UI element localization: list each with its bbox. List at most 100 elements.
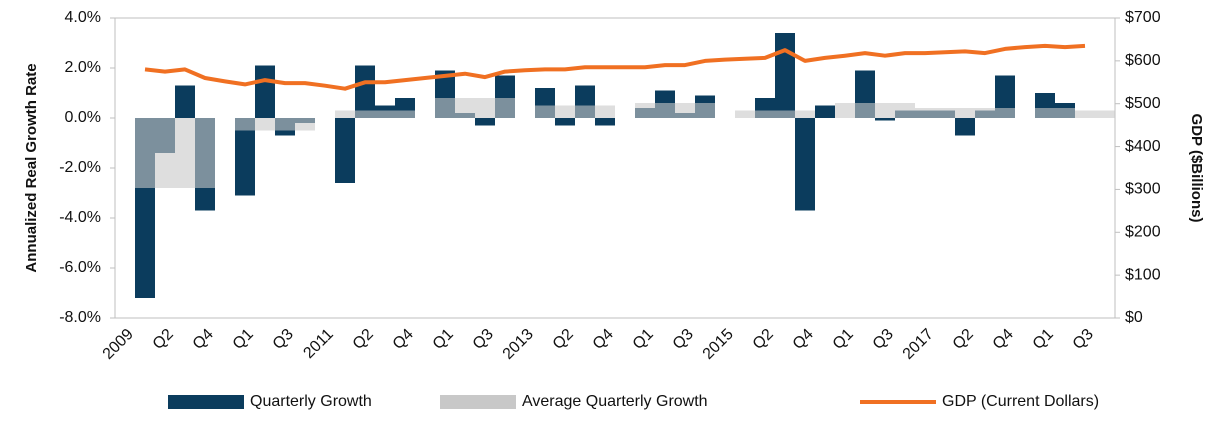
bar xyxy=(555,105,575,118)
bar xyxy=(1055,108,1075,118)
bar xyxy=(535,105,555,118)
bar xyxy=(175,118,195,188)
x-tick-label: Q1 xyxy=(430,326,457,353)
bar xyxy=(635,103,655,118)
bar xyxy=(135,118,155,188)
bar xyxy=(155,118,175,188)
bar xyxy=(595,118,615,126)
legend-label: Quarterly Growth xyxy=(250,393,372,410)
x-tick-label: Q2 xyxy=(750,326,777,353)
bar xyxy=(795,118,815,211)
bar xyxy=(235,118,255,196)
bar xyxy=(755,110,775,118)
x-tick-label: Q4 xyxy=(990,326,1017,353)
bar xyxy=(955,118,975,136)
x-tick-label: Q2 xyxy=(150,326,177,353)
x-tick-label: 2015 xyxy=(700,326,737,363)
bar xyxy=(595,105,615,118)
bar xyxy=(915,108,935,118)
y2-tick-label: $700 xyxy=(1125,9,1161,26)
legend-label: Average Quarterly Growth xyxy=(522,393,708,410)
y-axis-title: Annualized Real Growth Rate xyxy=(23,63,40,272)
bar xyxy=(555,118,575,126)
bar xyxy=(955,108,975,118)
x-tick-label: Q1 xyxy=(230,326,257,353)
bar xyxy=(455,98,475,118)
bar xyxy=(995,108,1015,118)
y-tick-label: -6.0% xyxy=(59,259,101,276)
y-tick-label: -8.0% xyxy=(59,309,101,326)
x-tick-label: 2013 xyxy=(500,326,537,363)
y2-tick-label: $600 xyxy=(1125,52,1161,69)
bar xyxy=(795,110,815,118)
y2-tick-label: $0 xyxy=(1125,309,1143,326)
line xyxy=(144,43,1086,91)
plot-frame xyxy=(114,17,1116,319)
x-tick-label: Q4 xyxy=(190,326,217,353)
x-tick-label: Q2 xyxy=(350,326,377,353)
bar xyxy=(735,110,755,118)
bar xyxy=(355,65,375,118)
legend-swatch xyxy=(168,395,244,409)
x-tick-label: Q4 xyxy=(790,326,817,353)
x-tick-label: Q3 xyxy=(470,326,497,353)
bar xyxy=(335,118,355,183)
x-tick-label: Q1 xyxy=(1030,326,1057,353)
bar xyxy=(895,103,915,118)
x-tick-label: Q2 xyxy=(950,326,977,353)
x-tick-label: Q1 xyxy=(830,326,857,353)
bar xyxy=(1035,108,1055,118)
bar xyxy=(475,118,495,126)
bar xyxy=(375,110,395,118)
y2-axis-title: GDP ($Billions) xyxy=(1188,114,1205,223)
bar xyxy=(855,103,875,118)
bar xyxy=(575,105,595,118)
bar xyxy=(435,98,455,118)
bar xyxy=(775,33,795,118)
y2-tick-label: $300 xyxy=(1125,181,1161,198)
bar xyxy=(475,98,495,118)
x-tick-label: Q3 xyxy=(870,326,897,353)
x-tick-label: Q3 xyxy=(270,326,297,353)
bar xyxy=(875,118,895,121)
bar xyxy=(995,75,1015,118)
bar xyxy=(175,85,195,118)
bar xyxy=(695,103,715,118)
x-tick-label: Q2 xyxy=(550,326,577,353)
bar xyxy=(1095,110,1115,118)
bar xyxy=(395,110,415,118)
x-tick-label: Q4 xyxy=(590,326,617,353)
bar xyxy=(935,108,955,118)
bar xyxy=(295,118,315,131)
bar xyxy=(195,118,215,188)
y-tick-label: 0.0% xyxy=(65,109,101,126)
legend-swatch xyxy=(440,395,516,409)
legend-label: GDP (Current Dollars) xyxy=(942,393,1099,410)
y-tick-label: -4.0% xyxy=(59,209,101,226)
bar xyxy=(255,118,275,131)
x-tick-label: 2017 xyxy=(900,326,937,363)
bar xyxy=(815,105,835,118)
x-tick-label: 2011 xyxy=(300,326,336,362)
y2-tick-label: $400 xyxy=(1125,138,1161,155)
bar xyxy=(495,98,515,118)
x-tick-label: Q4 xyxy=(390,326,417,353)
y2-tick-label: $100 xyxy=(1125,266,1161,283)
bar xyxy=(235,118,255,131)
x-tick-label: 2009 xyxy=(100,326,137,363)
bar xyxy=(255,65,275,118)
x-tick-label: Q1 xyxy=(630,326,657,353)
bar xyxy=(655,103,675,118)
y-tick-label: 4.0% xyxy=(65,9,101,26)
y-tick-label: 2.0% xyxy=(65,59,101,76)
bar xyxy=(335,110,355,118)
bar xyxy=(875,103,895,118)
y2-tick-label: $500 xyxy=(1125,95,1161,112)
bar xyxy=(975,108,995,118)
x-tick-label: Q3 xyxy=(1070,326,1097,353)
x-tick-label: Q3 xyxy=(670,326,697,353)
y-tick-label: -2.0% xyxy=(59,159,101,176)
bar xyxy=(775,110,795,118)
y2-tick-label: $200 xyxy=(1125,224,1161,241)
